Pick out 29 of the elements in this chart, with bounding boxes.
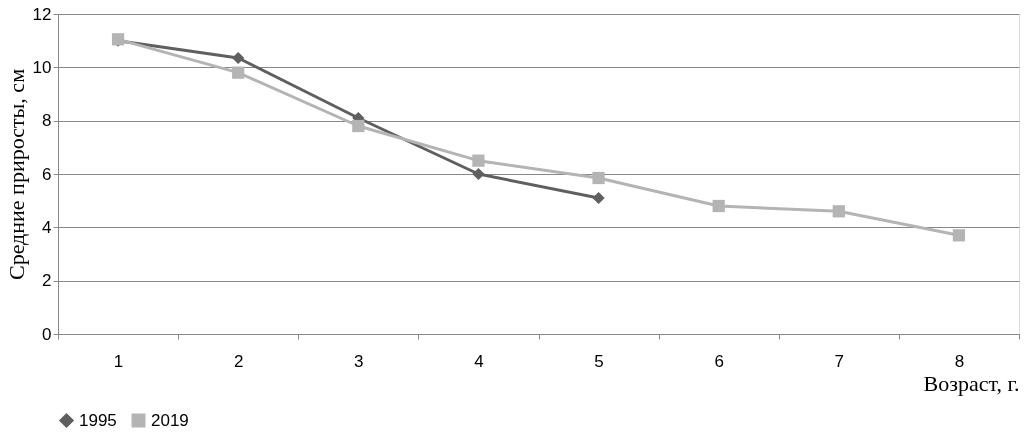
y-tick-label: 2 (42, 271, 52, 291)
point (952, 229, 966, 242)
y-tick-label: 0 (42, 324, 52, 344)
x-tick-label: 4 (474, 351, 484, 371)
legend-label: 1995 (79, 410, 117, 430)
y-tick-label: 4 (42, 217, 52, 237)
point (832, 205, 845, 218)
x-tick-label: 1 (113, 351, 124, 371)
x-tick-label: 3 (354, 351, 364, 371)
point (352, 119, 365, 133)
point (592, 191, 605, 205)
point (232, 66, 245, 79)
y-axis-title: Средние приросты, см (3, 68, 29, 281)
x-tick-label: 7 (834, 351, 845, 371)
y-tick-label: 10 (32, 57, 52, 77)
point (472, 154, 485, 167)
point (472, 167, 485, 181)
point (712, 199, 725, 213)
y-tick-label: 8 (42, 111, 52, 131)
x-tick-label: 2 (233, 351, 244, 371)
y-tick-label: 12 (32, 4, 52, 24)
point (232, 51, 245, 65)
x-tick-label: 6 (714, 351, 724, 371)
x-axis-title: Возраст, г. (923, 370, 1020, 396)
y-tick-label: 6 (42, 164, 52, 184)
point (592, 171, 605, 185)
x-tick-label: 5 (594, 351, 604, 371)
x-tick-label: 8 (954, 351, 965, 371)
legend-label: 2019 (151, 410, 189, 430)
